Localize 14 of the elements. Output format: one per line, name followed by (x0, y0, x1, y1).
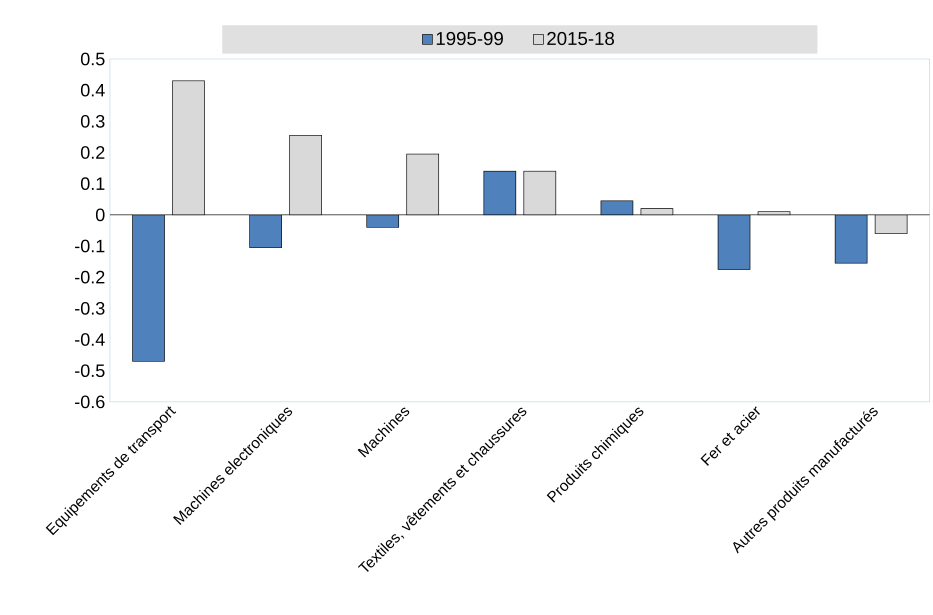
legend-label: 1995-99 (436, 32, 503, 46)
y-tick-label: 0.3 (80, 115, 104, 128)
y-tick-label: 0.4 (80, 84, 105, 97)
legend-label: 2015-18 (547, 32, 614, 46)
y-tick-label: -0.4 (75, 333, 105, 346)
y-tick-label: -0.6 (75, 396, 104, 408)
y-tick-label: 0.2 (80, 146, 104, 159)
y-tick-label: 0.5 (80, 52, 105, 66)
y-tick-label: -0.1 (75, 240, 104, 252)
y-tick-label: -0.5 (75, 364, 105, 378)
y-tick-label: 0.1 (80, 177, 104, 190)
y-tick-label: 0 (96, 208, 105, 222)
y-tick-label: -0.2 (75, 270, 104, 284)
y-tick-label: -0.3 (75, 302, 104, 315)
